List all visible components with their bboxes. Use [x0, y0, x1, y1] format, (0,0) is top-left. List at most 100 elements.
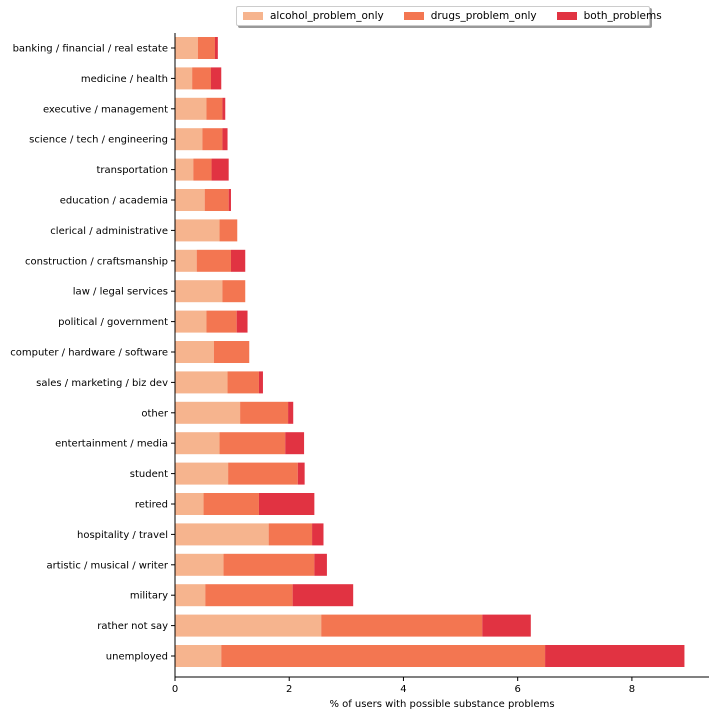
bar-segment-drugs_problem_only-14 — [228, 462, 298, 485]
bar-segment-drugs_problem_only-17 — [223, 553, 315, 576]
bar-segment-alcohol_problem_only-10 — [175, 341, 214, 363]
bar-segment-drugs_problem_only-20 — [221, 645, 546, 667]
bar-segment-alcohol_problem_only-19 — [175, 614, 322, 637]
legend-label-drugs: drugs_problem_only — [430, 10, 537, 22]
bar-segment-alcohol_problem_only-12 — [175, 401, 241, 424]
bar-segment-drugs_problem_only-11 — [227, 371, 259, 394]
bar-segment-alcohol_problem_only-18 — [175, 584, 206, 607]
y-tick-label: entertainment / media — [55, 439, 168, 450]
x-tick-label: 4 — [400, 684, 406, 695]
bar-segment-drugs_problem_only-13 — [219, 432, 286, 455]
bar-segment-drugs_problem_only-15 — [203, 493, 259, 515]
bar-segment-both_problems-17 — [314, 553, 327, 576]
x-tick-label: 8 — [629, 684, 635, 695]
legend-label-both: both_problems — [583, 10, 662, 22]
bar-segment-both_problems-7 — [230, 249, 246, 272]
legend-swatch-drugs — [403, 12, 424, 20]
bar-segment-drugs_problem_only-7 — [196, 249, 231, 272]
legend-item-drugs: drugs_problem_only — [403, 10, 537, 22]
bar-segment-both_problems-19 — [482, 614, 531, 637]
x-axis-label: % of users with possible substance probl… — [329, 699, 554, 710]
legend: alcohol_problem_only drugs_problem_only … — [236, 6, 662, 26]
y-tick-label: transportation — [97, 165, 169, 176]
y-tick-label: medicine / health — [81, 74, 168, 85]
bar-segment-drugs_problem_only-3 — [202, 128, 223, 151]
bar-segment-alcohol_problem_only-5 — [175, 189, 205, 211]
y-tick-label: clerical / administrative — [50, 226, 168, 237]
y-tick-label: unemployed — [106, 652, 168, 663]
bar-segment-alcohol_problem_only-8 — [175, 280, 223, 303]
bar-segment-drugs_problem_only-9 — [206, 310, 237, 333]
bar-segment-drugs_problem_only-4 — [193, 158, 212, 181]
bar-segment-drugs_problem_only-10 — [213, 341, 250, 363]
bar-segment-alcohol_problem_only-16 — [175, 523, 269, 546]
x-axis: 0 2 4 6 8 — [172, 676, 709, 695]
bar-segment-drugs_problem_only-6 — [219, 219, 238, 242]
bar-segment-alcohol_problem_only-1 — [175, 67, 193, 90]
bar-segment-alcohol_problem_only-0 — [175, 37, 198, 59]
bar-segment-alcohol_problem_only-4 — [175, 158, 194, 181]
bar-segment-both_problems-16 — [312, 523, 324, 546]
bar-segment-alcohol_problem_only-9 — [175, 310, 207, 333]
y-tick-label: political / government — [58, 317, 168, 328]
bar-segment-both_problems-11 — [258, 371, 263, 394]
bar-segment-both_problems-1 — [210, 67, 222, 90]
legend-item-alcohol: alcohol_problem_only — [243, 10, 384, 22]
bar-segment-alcohol_problem_only-20 — [175, 645, 222, 667]
y-tick-label: other — [141, 408, 169, 419]
bar-segment-alcohol_problem_only-13 — [175, 432, 220, 455]
bar-segment-alcohol_problem_only-3 — [175, 128, 203, 151]
bar-segment-both_problems-14 — [297, 462, 305, 485]
y-tick-label: construction / craftsmanship — [25, 256, 168, 267]
bar-segment-both_problems-13 — [285, 432, 305, 455]
bar-segment-alcohol_problem_only-14 — [175, 462, 229, 485]
y-tick-label: hospitality / travel — [77, 530, 168, 541]
bar-segment-both_problems-4 — [211, 158, 229, 181]
y-tick-label: rather not say — [97, 621, 168, 632]
y-tick-label: sales / marketing / biz dev — [36, 378, 168, 389]
bar-segment-both_problems-20 — [545, 645, 685, 667]
bar-segment-drugs_problem_only-8 — [222, 280, 246, 303]
y-tick-label: retired — [135, 500, 168, 511]
bar-segment-alcohol_problem_only-11 — [175, 371, 228, 394]
y-tick-label: executive / management — [43, 104, 168, 115]
bar-segment-both_problems-18 — [292, 584, 354, 607]
y-tick-label: military — [130, 591, 168, 602]
bar-segment-both_problems-12 — [288, 401, 294, 424]
y-tick-label: artistic / musical / writer — [46, 560, 168, 571]
y-tick-label: banking / financial / real estate — [13, 44, 168, 55]
bar-segment-both_problems-3 — [222, 128, 228, 151]
bar-segment-alcohol_problem_only-7 — [175, 249, 197, 272]
y-axis: banking / financial / real estate medicin… — [10, 33, 176, 677]
bar-segment-drugs_problem_only-16 — [268, 523, 313, 546]
bar-segment-both_problems-15 — [258, 493, 315, 515]
bar-segment-drugs_problem_only-5 — [204, 189, 229, 211]
bar-segment-alcohol_problem_only-6 — [175, 219, 220, 242]
y-tick-label: law / legal services — [73, 287, 168, 298]
y-tick-label: education / academia — [60, 196, 168, 207]
y-tick-label: student — [130, 469, 168, 480]
bar-segment-drugs_problem_only-12 — [240, 401, 289, 424]
x-tick-label: 2 — [286, 684, 292, 695]
bar-segment-drugs_problem_only-18 — [205, 584, 293, 607]
bar-segment-drugs_problem_only-0 — [197, 37, 215, 59]
bar-segment-both_problems-2 — [222, 97, 226, 120]
y-tick-label: computer / hardware / software — [10, 348, 168, 359]
y-tick-label: science / tech / engineering — [29, 135, 168, 146]
legend-item-both: both_problems — [556, 10, 662, 22]
x-tick-label: 6 — [514, 684, 520, 695]
bar-segment-both_problems-5 — [228, 189, 231, 211]
x-tick-label: 0 — [172, 684, 178, 695]
legend-swatch-both — [556, 12, 577, 20]
bars-layer — [175, 37, 685, 667]
bar-segment-drugs_problem_only-19 — [321, 614, 483, 637]
legend-swatch-alcohol — [243, 12, 263, 20]
legend-label-alcohol: alcohol_problem_only — [270, 10, 384, 22]
bar-segment-drugs_problem_only-2 — [206, 97, 223, 120]
bar-segment-both_problems-0 — [214, 37, 218, 59]
bar-segment-alcohol_problem_only-17 — [175, 553, 224, 576]
bar-segment-both_problems-9 — [236, 310, 248, 333]
bar-segment-alcohol_problem_only-15 — [175, 493, 204, 515]
bar-segment-drugs_problem_only-1 — [192, 67, 211, 90]
